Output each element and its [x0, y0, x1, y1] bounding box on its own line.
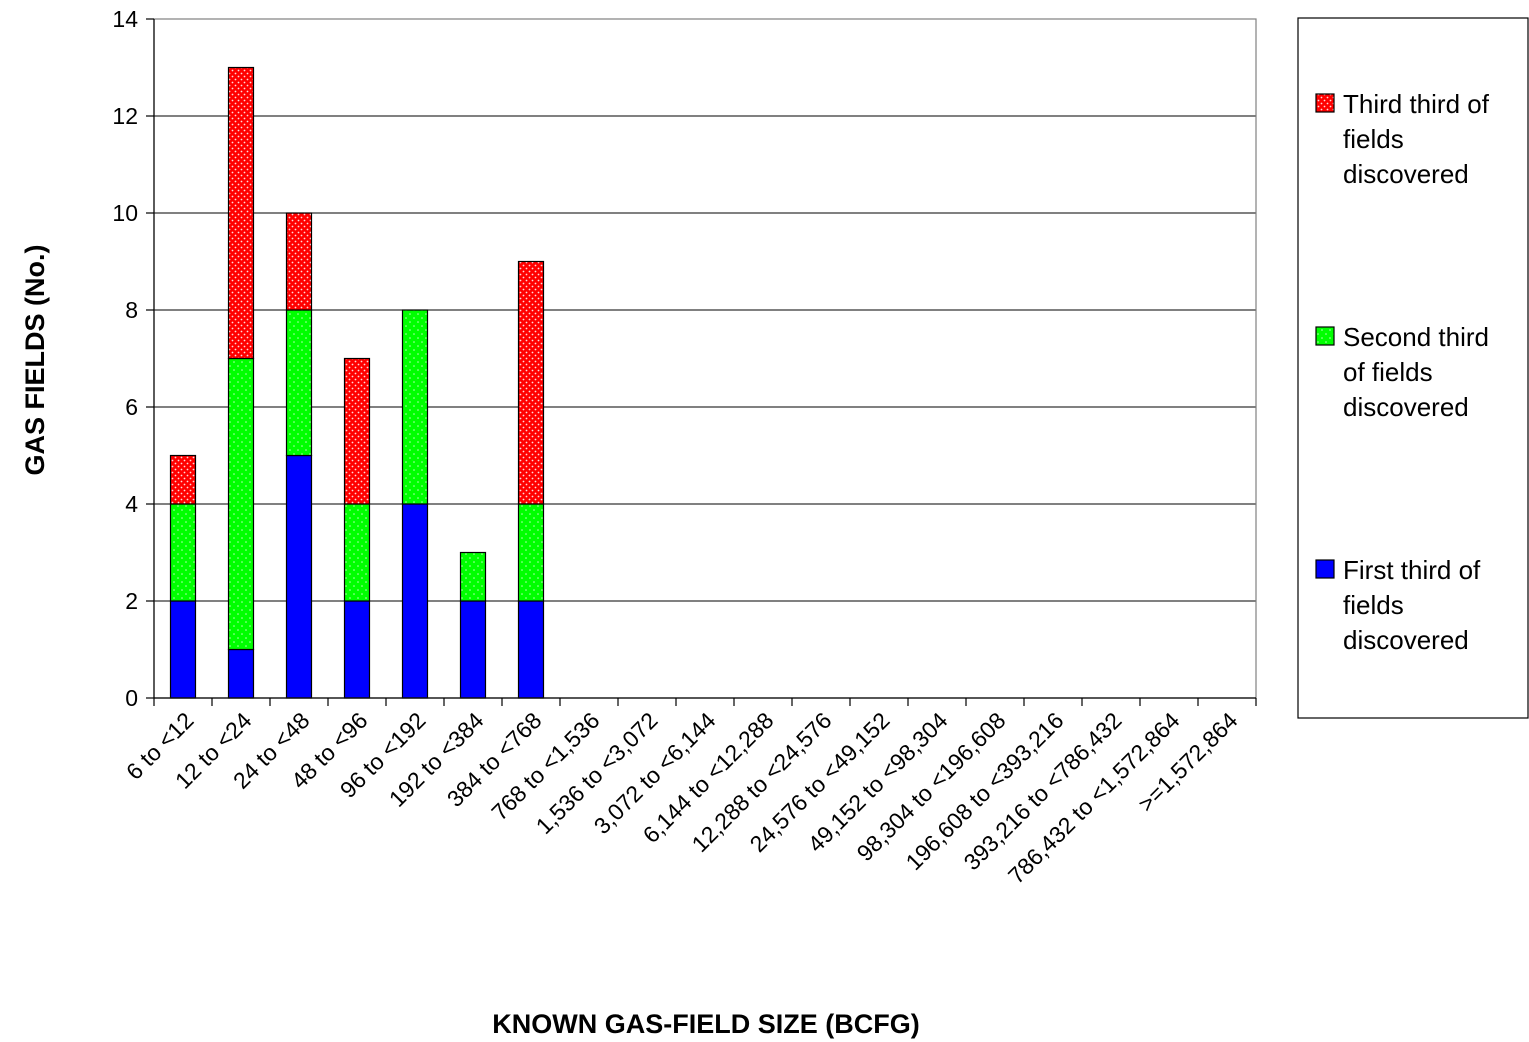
- bar-segment-2: [227, 357, 255, 651]
- legend-label: of fields: [1343, 357, 1433, 387]
- plot-area-border: [153, 18, 1257, 699]
- bar-segment-1: [227, 648, 255, 699]
- legend-label: fields: [1343, 590, 1404, 620]
- bar-segment-2: [459, 551, 487, 602]
- legend: Third third of fields discovered Second thi…: [1297, 17, 1529, 719]
- legend-swatch: [1315, 326, 1335, 346]
- bar-segment-3: [285, 212, 313, 311]
- legend-label: discovered: [1343, 625, 1469, 655]
- bar-segment-2: [517, 503, 545, 602]
- legend-label: discovered: [1343, 392, 1469, 422]
- y-tick-label: 4: [125, 491, 138, 517]
- y-tick-label: 0: [125, 685, 138, 711]
- bar-segment-2: [169, 503, 197, 602]
- x-axis-title: KNOWN GAS-FIELD SIZE (BCFG): [492, 1009, 919, 1039]
- bar-segment-1: [401, 503, 429, 699]
- legend-swatch: [1315, 93, 1335, 113]
- bar-segment-1: [343, 600, 371, 699]
- y-tick-label: 2: [125, 588, 138, 614]
- bar-segment-1: [285, 454, 313, 699]
- legend-swatch: [1315, 559, 1335, 579]
- legend-label: First third of: [1343, 555, 1481, 585]
- bars: [169, 66, 545, 699]
- legend-box: [1297, 17, 1529, 719]
- legend-label: Third third of: [1343, 89, 1490, 119]
- y-tick-label: 8: [125, 297, 138, 323]
- y-tick-labels: 0 2 4 6 8 10 12 14: [112, 6, 138, 711]
- y-axis-title: GAS FIELDS (No.): [20, 245, 50, 476]
- bar-segment-3: [227, 66, 255, 360]
- gridlines: [154, 18, 1256, 602]
- axes: [146, 18, 1257, 706]
- y-tick-label: 12: [112, 103, 138, 129]
- legend-label: Second third: [1343, 322, 1489, 352]
- bar-segment-2: [343, 503, 371, 602]
- y-tick-label: 10: [112, 200, 138, 226]
- legend-label: discovered: [1343, 159, 1469, 189]
- bar-segment-2: [285, 309, 313, 457]
- bar-segment-1: [459, 600, 487, 699]
- bar-segment-3: [343, 357, 371, 505]
- bar-segment-3: [169, 454, 197, 505]
- y-tick-label: 6: [125, 394, 138, 420]
- y-tick-label: 14: [112, 6, 138, 32]
- bar-segment-3: [517, 260, 545, 505]
- legend-label: fields: [1343, 124, 1404, 154]
- bar-segment-2: [401, 309, 429, 505]
- bar-segment-1: [517, 600, 545, 699]
- bar-segment-1: [169, 600, 197, 699]
